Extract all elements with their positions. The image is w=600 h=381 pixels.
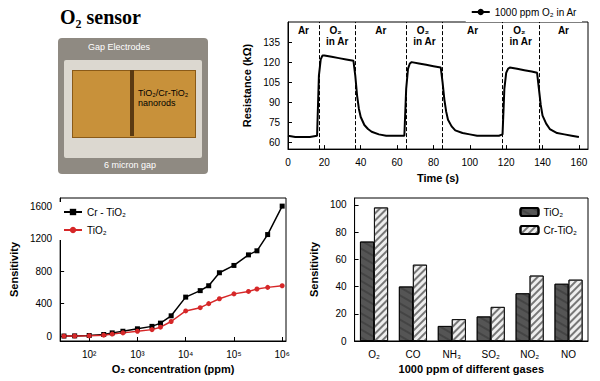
svg-text:O₂: O₂ xyxy=(417,25,432,36)
svg-text:NH₃: NH₃ xyxy=(443,349,462,360)
svg-text:Cr-TiO₂: Cr-TiO₂ xyxy=(543,225,577,236)
svg-text:40: 40 xyxy=(335,281,347,292)
svg-text:O₂: O₂ xyxy=(513,25,528,36)
svg-text:Ar: Ar xyxy=(467,25,478,36)
svg-text:20: 20 xyxy=(319,157,331,168)
svg-text:20: 20 xyxy=(335,308,347,319)
svg-text:140: 140 xyxy=(534,157,551,168)
svg-text:1000 ppm O₂ in Ar: 1000 ppm O₂ in Ar xyxy=(495,7,577,18)
svg-text:0: 0 xyxy=(341,336,347,347)
svg-text:in Ar: in Ar xyxy=(326,36,349,47)
html-text:Gap Electrodes: Gap Electrodes xyxy=(88,42,150,52)
svg-text:105: 105 xyxy=(263,77,280,88)
svg-text:400: 400 xyxy=(35,298,52,309)
svg-text:60: 60 xyxy=(392,157,404,168)
svg-text:120: 120 xyxy=(498,157,515,168)
svg-text:1000 ppm of different gases: 1000 ppm of different gases xyxy=(399,363,545,375)
svg-text:TiO₂: TiO₂ xyxy=(87,225,107,236)
svg-text:in Ar: in Ar xyxy=(510,36,533,47)
svg-text:Cr - TiO₂: Cr - TiO₂ xyxy=(87,207,126,218)
svg-text:60: 60 xyxy=(269,137,281,148)
svg-text:Ar: Ar xyxy=(558,25,569,36)
svg-text:75: 75 xyxy=(269,117,281,128)
svg-text:Sensitivity: Sensitivity xyxy=(308,241,320,297)
svg-text:0: 0 xyxy=(47,331,53,342)
svg-text:80: 80 xyxy=(335,227,347,238)
svg-text:40: 40 xyxy=(355,157,367,168)
svg-text:10²: 10² xyxy=(82,349,97,360)
svg-text:135: 135 xyxy=(263,37,280,48)
svg-text:NO₂: NO₂ xyxy=(520,349,539,360)
svg-text:O₂ concentration (ppm): O₂ concentration (ppm) xyxy=(112,363,235,375)
svg-text:80: 80 xyxy=(428,157,440,168)
svg-text:100: 100 xyxy=(330,199,347,210)
html-text:TiO₂/Cr-TiO₂ nanorods: TiO₂/Cr-TiO₂ nanorods xyxy=(138,88,189,108)
svg-text:10⁶: 10⁶ xyxy=(275,349,290,360)
svg-text:NO: NO xyxy=(561,349,576,360)
svg-text:800: 800 xyxy=(35,266,52,277)
svg-text:90: 90 xyxy=(269,97,281,108)
svg-text:10⁵: 10⁵ xyxy=(226,349,241,360)
svg-text:Ar: Ar xyxy=(375,25,386,36)
svg-text:Sensitivity: Sensitivity xyxy=(8,241,20,297)
svg-text:10³: 10³ xyxy=(130,349,145,360)
svg-text:10⁴: 10⁴ xyxy=(178,349,193,360)
svg-text:120: 120 xyxy=(263,57,280,68)
svg-text:1600: 1600 xyxy=(30,201,53,212)
svg-text:160: 160 xyxy=(571,157,588,168)
svg-text:1200: 1200 xyxy=(30,233,53,244)
html-text:6 micron gap: 6 micron gap xyxy=(104,160,156,170)
svg-text:Ar: Ar xyxy=(298,25,309,36)
svg-text:O₂: O₂ xyxy=(368,349,380,360)
svg-text:TiO₂: TiO₂ xyxy=(543,207,563,218)
html-text:O₂ sensor: O₂ sensor xyxy=(60,6,141,28)
svg-text:O₂: O₂ xyxy=(330,25,345,36)
svg-text:Resistance (kΩ): Resistance (kΩ) xyxy=(241,44,253,128)
svg-text:SO₂: SO₂ xyxy=(482,349,500,360)
svg-text:Time (s): Time (s) xyxy=(417,172,459,184)
svg-text:in Ar: in Ar xyxy=(413,36,436,47)
svg-text:0: 0 xyxy=(285,157,291,168)
svg-text:CO: CO xyxy=(405,349,420,360)
svg-text:60: 60 xyxy=(335,254,347,265)
svg-text:100: 100 xyxy=(461,157,478,168)
